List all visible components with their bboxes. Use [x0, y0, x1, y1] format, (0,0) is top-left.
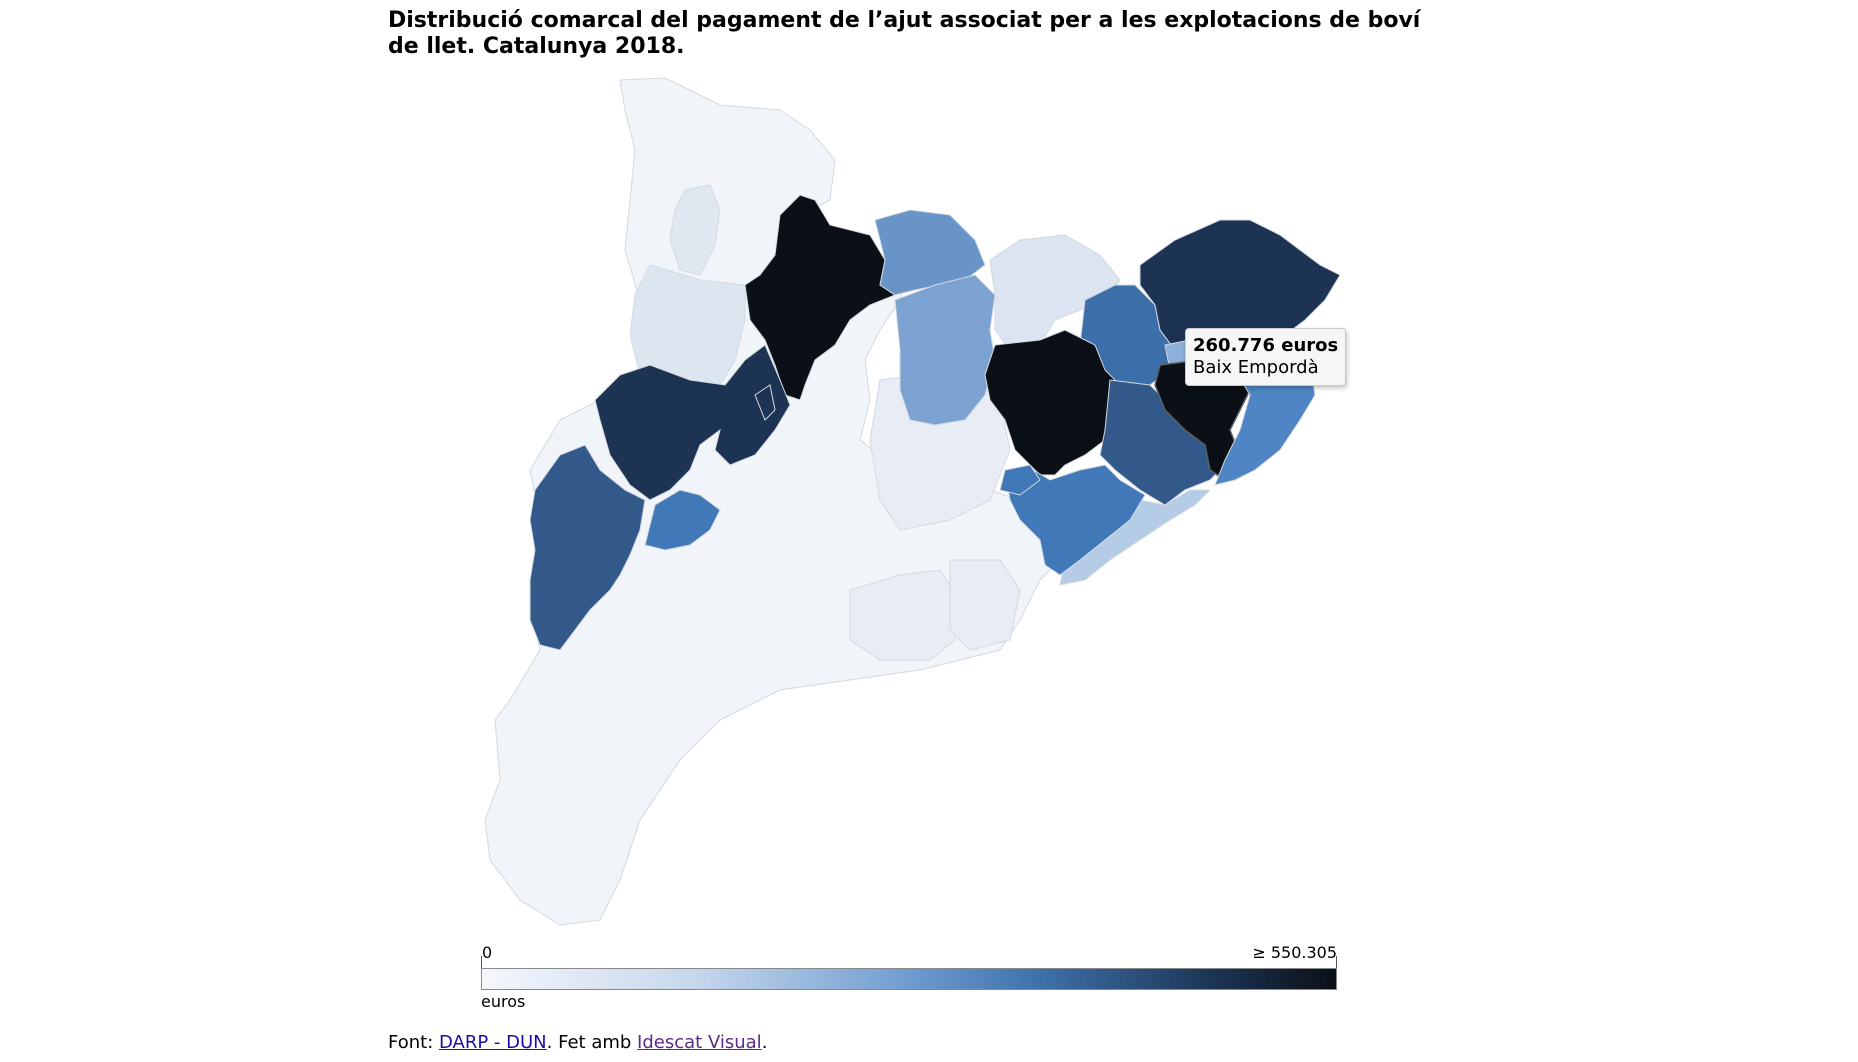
source-note: Font: DARP - DUN. Fet amb Idescat Visual…: [388, 1032, 767, 1053]
map-region[interactable]: [949, 559, 1021, 651]
chart-title: Distribució comarcal del pagament de l’a…: [388, 8, 1421, 59]
map-region[interactable]: [744, 194, 897, 401]
tooltip-region: Baix Empordà: [1193, 357, 1319, 378]
map-region[interactable]: [984, 329, 1121, 476]
legend-unit-label: euros: [481, 992, 526, 1011]
map-region[interactable]: [594, 344, 791, 501]
legend-max-label: ≥ 550.305: [1252, 943, 1337, 962]
map-region[interactable]: [529, 444, 646, 651]
tooltip-value: 260.776 euros: [1193, 335, 1339, 356]
map-region[interactable]: [999, 464, 1041, 496]
map-tooltip: 260.776 euros Baix Empordà: [1185, 328, 1347, 386]
map-region[interactable]: [644, 489, 721, 551]
map-region[interactable]: [1139, 219, 1341, 351]
map-region[interactable]: [849, 569, 961, 661]
legend-min-label: 0: [482, 943, 493, 962]
map-region[interactable]: [894, 274, 996, 426]
map-region[interactable]: [669, 184, 721, 276]
map-region[interactable]: [754, 384, 776, 421]
legend-tick-max: [1336, 956, 1337, 968]
source-link-darp[interactable]: DARP - DUN: [438, 1032, 547, 1053]
source-link-idescat[interactable]: Idescat Visual: [637, 1032, 762, 1053]
map-region[interactable]: [1004, 464, 1146, 576]
legend-tick-min: [481, 956, 482, 968]
source-suffix: .: [761, 1032, 768, 1053]
source-middle: . Fet amb: [546, 1032, 638, 1053]
legend-color-bar: [481, 968, 1337, 990]
source-prefix: Font:: [388, 1032, 439, 1053]
map-region[interactable]: [989, 234, 1121, 351]
